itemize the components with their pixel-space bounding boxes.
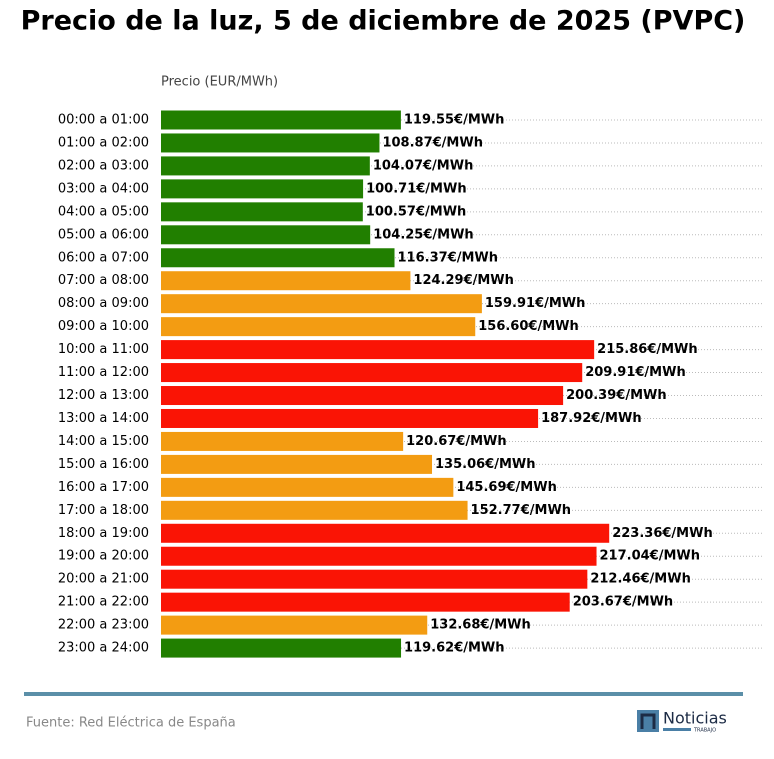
bar [161, 202, 363, 222]
y-tick-label: 16:00 a 17:00 [58, 480, 149, 495]
chart-title: Precio de la luz, 5 de diciembre de 2025… [21, 6, 746, 37]
value-label: 104.07€/MWh [373, 158, 474, 173]
y-tick-label: 21:00 a 22:00 [58, 595, 149, 610]
value-label: 212.46€/MWh [590, 572, 691, 587]
y-tick-label: 14:00 a 15:00 [58, 434, 149, 449]
value-label: 119.55€/MWh [404, 113, 505, 128]
y-tick-label: 04:00 a 05:00 [58, 204, 149, 219]
y-tick-label: 13:00 a 14:00 [58, 411, 149, 426]
logo-sub: TRABAJO [693, 728, 716, 734]
source: Fuente: Red Eléctrica de España [26, 716, 236, 731]
value-label: 132.68€/MWh [430, 618, 530, 633]
bar [161, 454, 433, 474]
y-tick-label: 02:00 a 03:00 [58, 158, 149, 173]
value-label: 145.69€/MWh [456, 480, 557, 495]
y-tick-label: 11:00 a 12:00 [58, 365, 149, 380]
value-label: 187.92€/MWh [541, 411, 642, 426]
value-label: 217.04€/MWh [600, 549, 701, 564]
value-label: 124.29€/MWh [413, 273, 513, 288]
value-label: 223.36€/MWh [612, 526, 713, 541]
value-label: 200.39€/MWh [566, 388, 667, 403]
y-tick-label: 23:00 a 24:00 [58, 641, 149, 656]
y-tick-label: 18:00 a 19:00 [58, 526, 149, 541]
bar [161, 179, 364, 199]
bar [161, 110, 401, 130]
bar [161, 248, 395, 268]
value-label: 152.77€/MWh [471, 503, 572, 518]
bar [161, 500, 468, 520]
bar [161, 156, 370, 176]
bar [161, 363, 583, 383]
value-label: 156.60€/MWh [478, 319, 579, 334]
bar [161, 317, 476, 337]
bar [161, 408, 539, 428]
value-label: 116.37€/MWh [398, 250, 499, 265]
bar [161, 592, 570, 612]
y-tick-label: 15:00 a 16:00 [58, 457, 149, 472]
y-tick-label: 07:00 a 08:00 [58, 273, 149, 288]
value-label: 159.91€/MWh [485, 296, 586, 311]
bar [161, 271, 411, 291]
y-tick-label: 09:00 a 10:00 [58, 319, 149, 334]
y-tick-label: 05:00 a 06:00 [58, 227, 149, 242]
bar [161, 569, 588, 589]
value-label: 209.91€/MWh [585, 365, 686, 380]
bar [161, 431, 404, 451]
y-tick-label: 03:00 a 04:00 [58, 181, 149, 196]
value-label: 120.67€/MWh [406, 434, 507, 449]
logo-icon [637, 710, 659, 732]
y-tick-label: 06:00 a 07:00 [58, 250, 149, 265]
bar [161, 638, 402, 658]
logo-icon-glyph [640, 713, 656, 729]
y-tick-label: 10:00 a 11:00 [58, 342, 149, 357]
y-tick-label: 17:00 a 18:00 [58, 503, 149, 518]
bar [161, 523, 610, 543]
logo-name: Noticias [663, 709, 727, 728]
value-label: 100.71€/MWh [366, 181, 467, 196]
bar [161, 225, 371, 245]
value-label: 104.25€/MWh [373, 227, 474, 242]
y-tick-label: 12:00 a 13:00 [58, 388, 149, 403]
value-label: 100.57€/MWh [366, 204, 467, 219]
axis-label: Precio (EUR/MWh) [161, 75, 278, 90]
bar [161, 546, 597, 566]
y-tick-label: 08:00 a 09:00 [58, 296, 149, 311]
bar [161, 340, 595, 360]
bar [161, 477, 454, 497]
value-label: 108.87€/MWh [382, 135, 483, 150]
value-label: 135.06€/MWh [435, 457, 536, 472]
value-label: 119.62€/MWh [404, 641, 505, 656]
y-tick-label: 01:00 a 02:00 [58, 135, 149, 150]
logo-bar [663, 728, 691, 731]
value-label: 215.86€/MWh [597, 342, 698, 357]
bar [161, 615, 428, 635]
bar [161, 294, 482, 314]
value-label: 203.67€/MWh [573, 595, 674, 610]
y-tick-label: 19:00 a 20:00 [58, 549, 149, 564]
y-tick-label: 00:00 a 01:00 [58, 113, 149, 128]
bar [161, 133, 380, 153]
y-tick-label: 20:00 a 21:00 [58, 572, 149, 587]
bar [161, 386, 564, 406]
y-tick-label: 22:00 a 23:00 [58, 618, 149, 633]
